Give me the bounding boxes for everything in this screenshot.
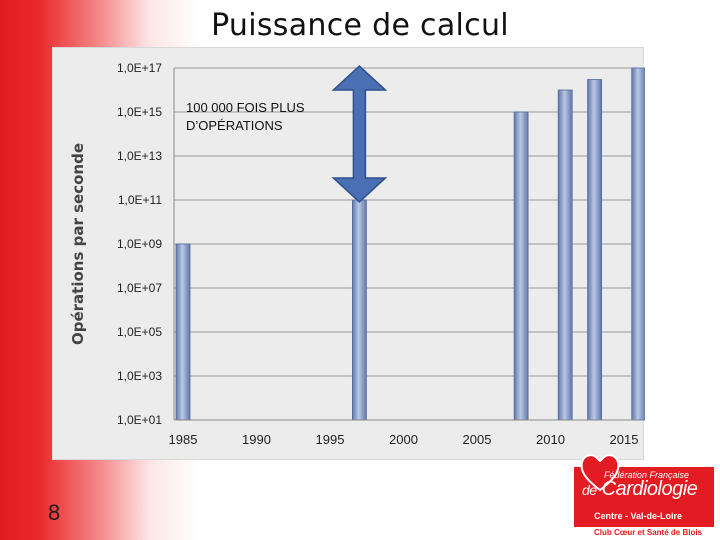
cardiologie-logo: Fédération Française de Cardiologie Cent…: [568, 452, 716, 538]
y-tick-label: 1,0E+13: [117, 149, 162, 163]
bar: [513, 111, 529, 421]
logo-de-text: de: [582, 482, 597, 498]
logo-federation-text: Fédération Française: [604, 470, 690, 480]
y-tick-label: 1,0E+11: [118, 193, 162, 207]
y-axis-label: Opérations par seconde: [69, 143, 87, 345]
bar: [631, 67, 645, 421]
bar: [587, 79, 602, 421]
heart-icon: [580, 454, 620, 492]
logo-region-text: Centre - Val-de-Loire: [594, 511, 683, 521]
y-tick-label: 1,0E+05: [117, 325, 162, 339]
page-number: 8: [48, 500, 61, 525]
annotation-line1: 100 000 FOIS PLUS: [186, 100, 305, 115]
annotation-line2: D’OPÉRATIONS: [186, 118, 283, 133]
x-tick-label: 2000: [389, 432, 418, 447]
bar: [557, 89, 573, 421]
bar-chart: 1,0E+01 1,0E+03 1,0E+05 1,0E+07 1,0E+09 1,0E+…: [69, 61, 645, 447]
y-tick-label: 1,0E+01: [117, 413, 162, 427]
logo-main-text: Cardiologie: [601, 478, 698, 500]
x-tick-label: 1985: [169, 432, 198, 447]
logo-cardiologie-text: de Cardiologie: [582, 478, 698, 501]
logo-club-text: Club Cœur et Santé de Blois: [594, 528, 703, 537]
y-tick-label: 1,0E+07: [117, 281, 162, 295]
y-tick-label: 1,0E+15: [117, 105, 162, 119]
x-tick-label: 1990: [242, 432, 271, 447]
bar: [351, 199, 367, 421]
x-tick-label: 1995: [316, 432, 345, 447]
chart-panel: 1,0E+01 1,0E+03 1,0E+05 1,0E+07 1,0E+09 1,0E+…: [52, 47, 645, 460]
x-tick-label: 2005: [463, 432, 492, 447]
x-tick-label: 2015: [610, 432, 639, 447]
y-tick-label: 1,0E+09: [117, 237, 162, 251]
x-tick-label: 2010: [536, 432, 565, 447]
bar: [175, 243, 191, 421]
slide-title: Puissance de calcul: [211, 8, 509, 43]
y-tick-label: 1,0E+17: [117, 61, 162, 75]
y-tick-label: 1,0E+03: [117, 369, 162, 383]
double-arrow-icon: [331, 64, 388, 204]
